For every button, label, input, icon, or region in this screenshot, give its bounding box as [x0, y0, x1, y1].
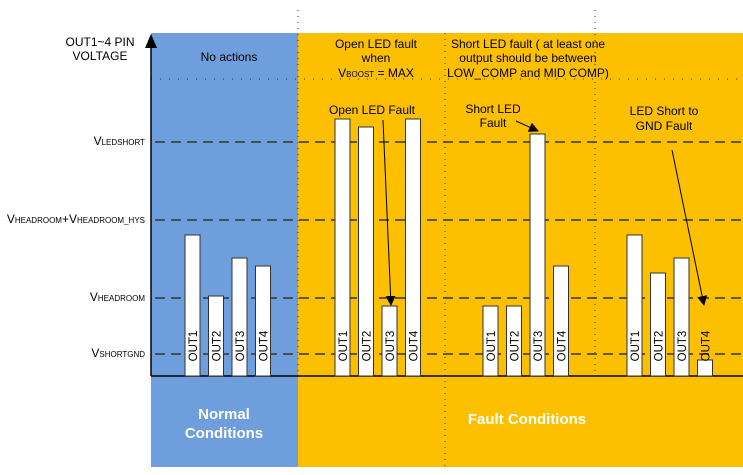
bar-normal-out1: [184, 234, 201, 377]
bar-label: OUT3: [385, 331, 397, 362]
bar-label: OUT2: [362, 331, 374, 362]
bar-open-out4: [405, 118, 421, 377]
level-lines: [155, 141, 743, 355]
short-callout-line1: Short LED: [465, 102, 521, 116]
open-header-line2: when: [361, 51, 391, 65]
bar-label: OUT4: [259, 330, 271, 361]
normal-footer-line1: Normal: [198, 406, 250, 423]
bar-label: OUT3: [235, 331, 247, 362]
level-label-shortgnd: VSHORTGND: [91, 346, 145, 360]
gnd-callout-line2: GND Fault: [636, 119, 693, 133]
gnd-callout-line1: LED Short to: [630, 104, 699, 118]
bar-gnd-out1: [626, 234, 643, 377]
bar-label: OUT1: [338, 331, 350, 362]
bar-label: OUT2: [510, 331, 522, 362]
y-axis-title-line2: VOLTAGE: [73, 49, 128, 63]
short-callout-line2: Fault: [480, 116, 507, 130]
y-axis-arrow-icon: [145, 34, 157, 48]
open-header-line1: Open LED fault: [335, 37, 418, 51]
bar-short-out2: [506, 305, 522, 377]
normal-header: No actions: [201, 50, 258, 64]
bar-open-out2: [358, 126, 374, 377]
bar-normal-out3: [231, 257, 248, 377]
open-callout: Open LED Fault: [329, 103, 416, 117]
fault-footer: Fault Conditions: [468, 411, 586, 428]
bar-open-out3: [381, 305, 398, 377]
bar-normal-out4: [255, 265, 271, 377]
bar-label: OUT2: [654, 331, 666, 362]
bar-normal-out2: [208, 295, 224, 377]
level-label-ledshort: VLEDSHORT: [94, 134, 146, 148]
short-header-line2: output should be between: [459, 51, 596, 65]
open-callout-arrow: [382, 119, 396, 306]
gnd-callout-arrow: [671, 149, 708, 306]
bar-label: OUT1: [630, 331, 642, 362]
level-label-headroom-hys: VHEADROOM+VHEADROOM_HYS: [7, 212, 145, 226]
bar-label: OUT3: [677, 331, 689, 362]
bar-label: OUT4: [557, 330, 569, 361]
bar-short-out1: [482, 305, 499, 377]
open-header-line3: VBOOST = MAX: [338, 66, 414, 80]
level-label-headroom: VHEADROOM: [90, 290, 145, 304]
bar-open-out1: [334, 118, 351, 377]
short-callout-arrow: [515, 120, 539, 132]
normal-footer-line2: Conditions: [185, 425, 263, 442]
bar-label: OUT1: [188, 331, 200, 362]
bar-short-out3: [529, 133, 546, 377]
bar-label: OUT1: [486, 331, 498, 362]
short-header-line3: LOW_COMP and MID COMP): [447, 66, 609, 80]
bar-gnd-out2: [650, 272, 666, 377]
bar-short-out4: [553, 265, 569, 377]
bar-label: OUT3: [533, 331, 545, 362]
short-header-line1: Short LED fault ( at least one: [451, 37, 605, 51]
bars: OUT1 OUT2 OUT3 OUT4 OUT1 OUT2 OUT3 OUT4 OUT1 OUT2…: [184, 118, 713, 377]
bar-gnd-out4: [697, 359, 713, 377]
bar-label: OUT4: [409, 330, 421, 361]
bar-label: OUT4: [701, 330, 713, 361]
y-axis-title-line1: OUT1~4 PIN: [65, 35, 134, 49]
bar-label: OUT2: [212, 331, 224, 362]
normal-region: [151, 33, 298, 467]
bar-gnd-out3: [673, 257, 690, 377]
